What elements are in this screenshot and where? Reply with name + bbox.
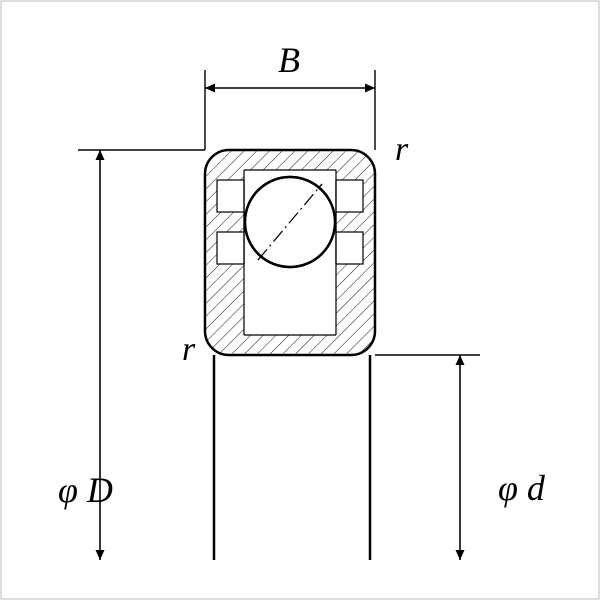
bearing-cross-section-diagram: Bφ D φ d r r	[0, 0, 600, 600]
label-r1: r	[395, 131, 409, 168]
label-phiD: φ D	[58, 470, 113, 510]
label-B: B	[278, 40, 300, 80]
label-r2: r	[182, 331, 196, 368]
label-phid: φ d	[498, 468, 546, 508]
